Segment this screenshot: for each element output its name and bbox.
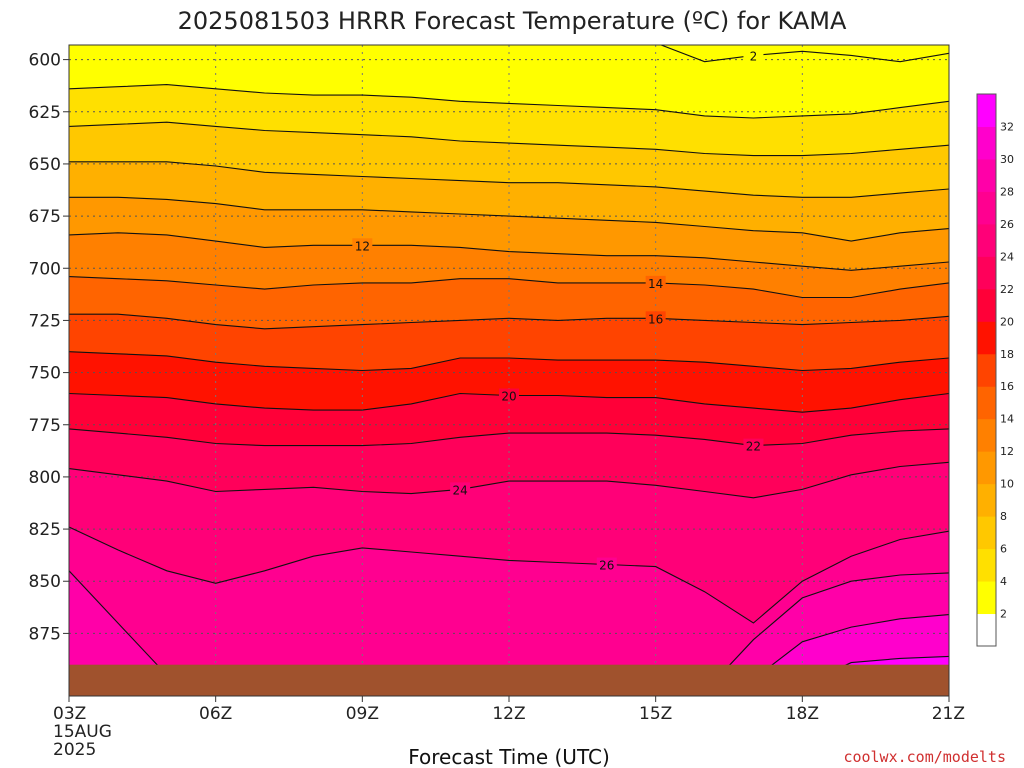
colorbar-swatch-16	[977, 94, 996, 127]
x-tick-21Z: 21Z	[932, 704, 965, 724]
isotherm-28	[69, 570, 949, 696]
isotherm-label-bg-14	[645, 275, 666, 289]
isotherm-label-22: 22	[746, 440, 761, 454]
isotherm-30	[753, 614, 949, 680]
colorbar-swatch-11	[977, 256, 996, 290]
colorbar-swatch-4	[977, 483, 996, 517]
x-tick-09Z: 09Z	[346, 704, 379, 724]
y-tick-675: 675	[29, 207, 61, 227]
colorbar-label-28: 28	[1000, 185, 1014, 198]
isotherm-22	[69, 428, 949, 447]
colorbar-label-30: 30	[1000, 153, 1014, 166]
colorbar-frame	[976, 93, 997, 647]
isotherm-10	[69, 196, 949, 242]
x-tick-03Z: 03Z	[53, 704, 86, 724]
temperature-fill-layer	[69, 45, 949, 696]
y-tick-875: 875	[29, 624, 61, 644]
x-axis-label: Forecast Time (UTC)	[408, 745, 610, 768]
isotherm-label-bg-20	[499, 388, 519, 402]
isotherm-6	[69, 121, 949, 157]
band-26	[69, 527, 949, 696]
colorbar-swatch-2	[977, 548, 996, 582]
ground-strip	[69, 664, 949, 696]
y-tick-750: 750	[29, 364, 61, 384]
colorbar-swatch-15	[977, 126, 996, 160]
y-tick-725: 725	[29, 311, 61, 331]
colorbar-label-20: 20	[1000, 315, 1014, 328]
isotherm-4	[69, 84, 949, 119]
colorbar-label-22: 22	[1000, 283, 1014, 296]
x-tick-12Z: 12Z	[492, 704, 525, 724]
isotherm-26	[69, 526, 949, 624]
isotherm-label-12: 12	[355, 239, 370, 253]
colorbar-label-16: 16	[1000, 380, 1014, 393]
y-tick-800: 800	[29, 468, 61, 488]
y-tick-775: 775	[29, 416, 61, 436]
colorbar-swatch-3	[977, 516, 996, 550]
isotherm-18	[69, 351, 949, 372]
y-tick-650: 650	[29, 155, 61, 175]
isotherm-label-bg-22	[743, 438, 764, 452]
colorbar-label-14: 14	[1000, 413, 1014, 426]
isotherm-label-26: 26	[599, 559, 614, 573]
colorbar-swatch-1	[977, 581, 996, 615]
colorbar-swatch-9	[977, 321, 996, 355]
colorbar-label-8: 8	[1000, 510, 1007, 523]
y-tick-850: 850	[29, 572, 61, 592]
isotherm-label-20: 20	[501, 390, 516, 404]
colorbar-swatch-13	[977, 191, 996, 225]
colorbar-label-4: 4	[1000, 575, 1007, 588]
isotherm-label-bg-24	[450, 482, 471, 496]
colorbar-label-32: 32	[1000, 120, 1014, 133]
colorbar-swatch-5	[977, 451, 996, 485]
x-tick-06Z: 06Z	[199, 704, 232, 724]
credit-text: coolwx.com/modelts	[843, 748, 1006, 766]
y-tick-700: 700	[29, 259, 61, 279]
isotherm-8	[69, 161, 949, 198]
colorbar-swatch-12	[977, 223, 996, 257]
x-date-line-1: 15AUG	[53, 722, 112, 742]
isotherm-labels: 2 12 14 16 20 22 24 26	[352, 48, 764, 573]
colorbar-swatch-10	[977, 288, 996, 322]
x-tick-15Z: 15Z	[639, 704, 672, 724]
y-tick-825: 825	[29, 520, 61, 540]
colorbar-swatch-7	[977, 386, 996, 420]
y-tick-600: 600	[29, 51, 61, 71]
y-axis: 600 625 650 675 700 725 750 775 800 825 850 875	[29, 51, 69, 644]
isotherm-label-24: 24	[452, 483, 467, 497]
colorbar-label-24: 24	[1000, 250, 1014, 263]
isotherm-layer	[69, 45, 949, 696]
isotherm-16	[69, 313, 949, 330]
isotherm-label-14: 14	[648, 277, 663, 291]
isotherm-label-16: 16	[648, 312, 663, 326]
y-tick-625: 625	[29, 103, 61, 123]
isotherm-label-bg-26	[596, 557, 617, 571]
colorbar-swatch-8	[977, 353, 996, 387]
isotherm-label-bg-2	[743, 48, 764, 62]
isotherm-24	[69, 461, 949, 499]
colorbar-swatch-6	[977, 418, 996, 452]
colorbar-label-18: 18	[1000, 348, 1014, 361]
isotherm-14	[69, 276, 949, 299]
colorbar-label-26: 26	[1000, 218, 1014, 231]
colorbar-swatch-14	[977, 158, 996, 192]
isotherm-label-bg-12	[352, 238, 373, 252]
isotherm-2	[659, 45, 949, 63]
colorbar-label-10: 10	[1000, 478, 1014, 491]
ground-layer	[69, 664, 949, 696]
isotherm-label-bg-16	[645, 311, 666, 325]
x-date-line-2: 2025	[53, 740, 96, 760]
colorbar-label-12: 12	[1000, 445, 1014, 458]
chart-title: 2025081503 HRRR Forecast Temperature (ºC…	[178, 7, 847, 35]
colorbar-label-6: 6	[1000, 543, 1007, 556]
colorbar-swatch-0	[977, 613, 996, 647]
isotherm-label-2: 2	[750, 49, 758, 63]
isotherm-12	[69, 232, 949, 271]
x-tick-18Z: 18Z	[786, 704, 819, 724]
colorbar-label-2: 2	[1000, 608, 1007, 621]
